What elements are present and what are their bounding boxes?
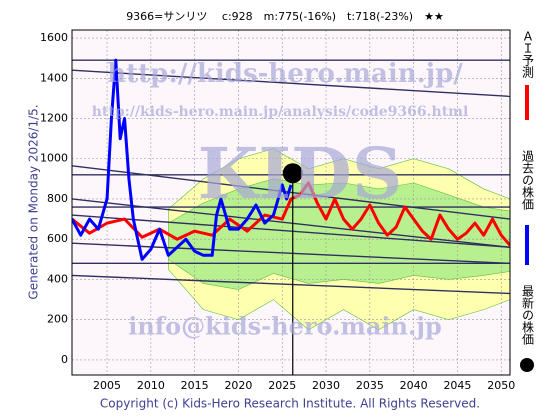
watermark: http://kids-hero.main.jp/analysis/code93… xyxy=(92,104,469,120)
trend-line xyxy=(72,274,510,295)
watermark: KIDS xyxy=(198,132,403,215)
y-tick-label: 1200 xyxy=(40,112,68,125)
chart-title: 9366=サンリツ c:928 m:775(-16%) t:718(-23%) … xyxy=(126,10,444,23)
legend-swatch xyxy=(520,358,534,372)
series-line xyxy=(72,181,510,247)
x-tick-label: 2030 xyxy=(312,379,340,392)
y-tick-label: 400 xyxy=(47,272,68,285)
x-tick-label: 2020 xyxy=(224,379,252,392)
y-tick-label: 1600 xyxy=(40,31,68,44)
x-tick-label: 2025 xyxy=(268,379,296,392)
series-line xyxy=(72,58,293,261)
plot-border xyxy=(71,29,511,376)
x-tick-label: 2035 xyxy=(356,379,384,392)
trend-line xyxy=(72,214,510,248)
latest-point xyxy=(282,163,303,184)
footer: Copyright (c) Kids-Hero Research Institu… xyxy=(100,397,480,411)
plot xyxy=(72,30,510,375)
side-note: Generated on Monday 2026/1/5. xyxy=(27,104,41,299)
x-tick-label: 2015 xyxy=(181,379,209,392)
x-tick-label: 2010 xyxy=(137,379,165,392)
y-tick-label: 200 xyxy=(47,313,68,326)
x-tick-label: 2050 xyxy=(487,379,515,392)
watermark: info@kids-hero.main.jp xyxy=(128,312,442,341)
y-tick-label: 1400 xyxy=(40,71,68,84)
y-tick-label: 800 xyxy=(47,192,68,205)
y-tick-label: 600 xyxy=(47,232,68,245)
x-tick-label: 2040 xyxy=(400,379,428,392)
watermark: http://kids-hero.main.jp/ xyxy=(107,59,463,89)
y-tick-label: 1000 xyxy=(40,152,68,165)
y-tick-label: 0 xyxy=(61,353,68,366)
legend-label: ＡＩ予測 xyxy=(521,30,535,79)
trend-line xyxy=(72,242,510,265)
legend-label: 過去の株価 xyxy=(521,150,535,210)
legend-label: 最新の株価 xyxy=(521,285,535,345)
trend-line xyxy=(72,69,510,98)
x-tick-label: 2045 xyxy=(443,379,471,392)
x-tick-label: 2005 xyxy=(93,379,121,392)
